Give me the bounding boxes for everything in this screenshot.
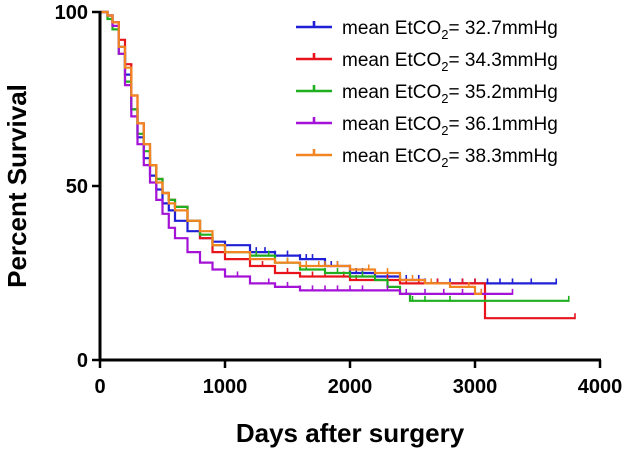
legend-label: mean EtCO2= 36.1mmHg <box>342 114 558 138</box>
x-tick-label: 3000 <box>453 376 498 398</box>
legend-item-5: mean EtCO2= 38.3mmHg <box>296 146 558 170</box>
y-tick-label: 0 <box>77 350 88 372</box>
legend-item-2: mean EtCO2= 34.3mmHg <box>296 50 558 74</box>
x-axis-title: Days after surgery <box>236 418 465 448</box>
legend-item-1: mean EtCO2= 32.7mmHg <box>296 18 558 42</box>
y-tick-label: 50 <box>66 176 88 198</box>
series-5-line <box>100 10 482 295</box>
series-5-group <box>100 10 483 295</box>
x-tick-label: 1000 <box>203 376 248 398</box>
y-axis-title: Percent Survival <box>2 84 32 288</box>
legend-label: mean EtCO2= 38.3mmHg <box>342 146 558 170</box>
legend-item-3: mean EtCO2= 35.2mmHg <box>296 82 558 106</box>
legend: mean EtCO2= 32.7mmHg mean EtCO2= 34.3mmHg… <box>296 18 558 170</box>
legend-label: mean EtCO2= 32.7mmHg <box>342 18 558 42</box>
legend-item-4: mean EtCO2= 36.1mmHg <box>296 114 558 138</box>
y-tick-label: 100 <box>55 2 88 24</box>
x-tick-label: 0 <box>94 376 105 398</box>
survival-curves <box>100 10 576 320</box>
x-tick-label: 2000 <box>328 376 373 398</box>
legend-label: mean EtCO2= 35.2mmHg <box>342 82 558 106</box>
legend-label: mean EtCO2= 34.3mmHg <box>342 50 558 74</box>
x-tick-label: 4000 <box>578 376 623 398</box>
